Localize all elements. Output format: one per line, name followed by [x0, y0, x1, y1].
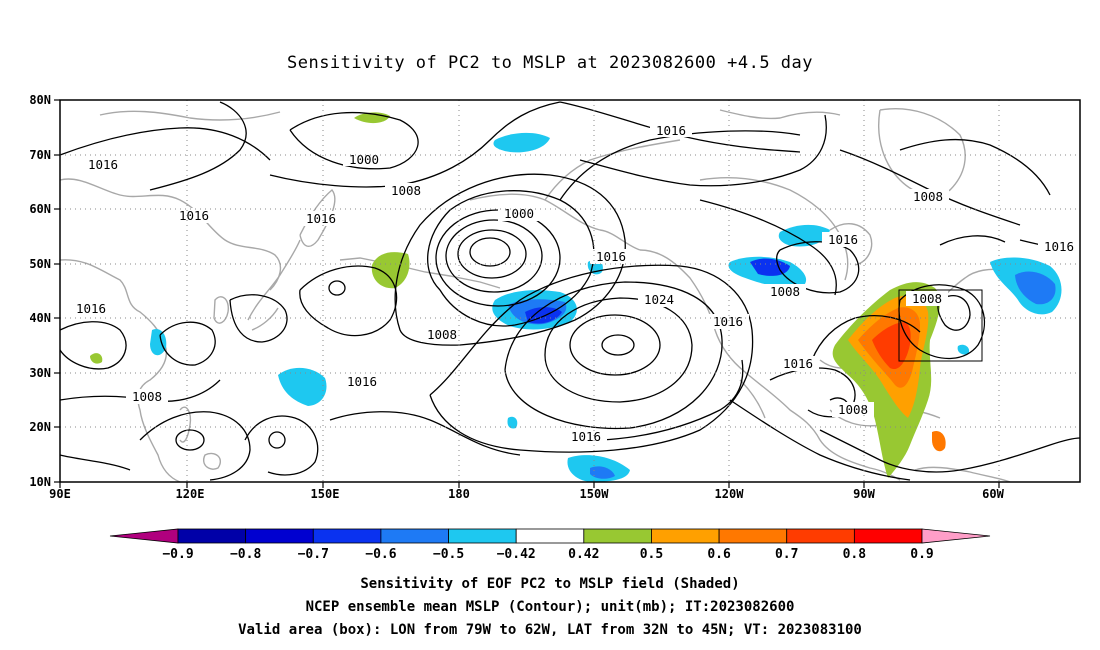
positive-shading-small: [932, 430, 946, 452]
contour-label: 1016: [596, 249, 626, 264]
colorbar-label: 0.9: [910, 547, 933, 562]
contour-label: 1000: [504, 206, 534, 221]
colorbar-segment: [786, 528, 855, 544]
contour-label: 1016: [571, 429, 601, 444]
mslp-contours: [59, 101, 1081, 481]
lat-label: 30N: [29, 366, 51, 380]
colorbar-label: 0.8: [843, 547, 867, 562]
lat-label: 20N: [29, 420, 51, 434]
colorbar-max-arrow: [921, 528, 991, 544]
colorbar-label: −0.42: [497, 547, 536, 562]
contour-label: 1016: [828, 232, 858, 247]
contour-label: 1016: [179, 208, 209, 223]
map-title: Sensitivity of PC2 to MSLP at 2023082600…: [287, 53, 813, 73]
colorbar-label: 0.7: [775, 547, 798, 562]
negative-shading-arctic: [493, 132, 550, 153]
contour-label: 1016: [713, 314, 743, 329]
contour-label: 1016: [88, 157, 118, 172]
lon-label: 120W: [715, 487, 745, 501]
negative-shading-atl-b: [1015, 271, 1056, 305]
colorbar-label: 0.5: [640, 547, 663, 562]
contour-label: 1008: [770, 284, 800, 299]
colorbar-label: 0.42: [568, 547, 599, 562]
colorbar-segment: [380, 528, 449, 544]
contour-label: 1008: [427, 327, 457, 342]
lat-label: 40N: [29, 311, 51, 325]
lat-label: 60N: [29, 202, 51, 216]
positive-shading-red: [872, 322, 911, 370]
colorbar-label: −0.9: [162, 547, 193, 562]
caption-line-3: Valid area (box): LON from 79W to 62W, L…: [238, 622, 862, 638]
contour-label: 1016: [347, 374, 377, 389]
valid-area-box: [898, 289, 983, 362]
map-frame: [59, 99, 1081, 483]
colorbar-label: 0.6: [707, 547, 731, 562]
contour-labels: 1016 1000 1016 1008 1016 1016 1000 1016 …: [70, 122, 1080, 444]
colorbar-label: −0.5: [433, 547, 464, 562]
colorbar-segment: [312, 528, 382, 544]
lat-label: 50N: [29, 257, 51, 271]
colorbar-segment: [583, 528, 652, 544]
negative-shading-small-b: [957, 344, 970, 355]
contour-label: 1008: [912, 291, 942, 306]
lon-label: 60W: [982, 487, 1004, 501]
lat-label: 80N: [29, 93, 51, 107]
axis-ticks: [54, 99, 1000, 488]
negative-shading-wpac: [278, 367, 327, 406]
lon-label: 90E: [49, 487, 71, 501]
lat-label: 70N: [29, 148, 51, 162]
colorbar: −0.9 −0.8 −0.7 −0.6 −0.5 −0.42 0.42 0.5 0.6 0.7 0.…: [109, 528, 991, 562]
colorbar-segment: [718, 528, 788, 544]
caption-line-1: Sensitivity of EOF PC2 to MSLP field (Sh…: [360, 576, 739, 592]
gridlines: [60, 100, 1080, 482]
contour-label: 1016: [76, 301, 106, 316]
lon-label: 90W: [853, 487, 875, 501]
negative-shading-asia-a: [150, 328, 167, 356]
colorbar-label: −0.8: [230, 547, 261, 562]
contour-label: 1016: [306, 211, 336, 226]
positive-shading-npac: [371, 252, 410, 289]
colorbar-segment: [448, 528, 517, 544]
colorbar-label: −0.7: [298, 547, 329, 562]
lon-label: 180: [448, 487, 470, 501]
colorbar-segment: [177, 528, 247, 544]
longitude-labels: 90E 120E 150E 180 150W 120W 90W 60W: [49, 487, 1004, 501]
positive-shading-asia: [90, 353, 103, 364]
lon-label: 120E: [176, 487, 205, 501]
contour-label: 1016: [656, 123, 686, 138]
contour-label: 1016: [1044, 239, 1074, 254]
lon-label: 150W: [580, 487, 610, 501]
colorbar-segment: [853, 528, 923, 544]
colorbar-label: −0.6: [365, 547, 396, 562]
lat-label: 10N: [29, 475, 51, 489]
negative-shading-small-c: [507, 416, 518, 429]
contour-label: 1008: [838, 402, 868, 417]
colorbar-min-arrow: [109, 528, 179, 544]
latitude-labels: 80N 70N 60N 50N 40N 30N 20N 10N: [29, 93, 51, 489]
sensitivity-shading: [90, 112, 1062, 482]
negative-shading-tropic-b: [590, 466, 615, 479]
contour-label: 1008: [132, 389, 162, 404]
colorbar-segment: [651, 528, 720, 544]
contour-label: 1008: [913, 189, 943, 204]
contour-label: 1024: [644, 292, 674, 307]
colorbar-segment: [515, 528, 585, 544]
lon-label: 150E: [311, 487, 340, 501]
caption-line-2: NCEP ensemble mean MSLP (Contour); unit(…: [306, 599, 795, 615]
colorbar-segment: [245, 528, 314, 544]
contour-label: 1008: [391, 183, 421, 198]
contour-label: 1016: [783, 356, 813, 371]
negative-shading-pnw-b: [750, 258, 790, 276]
map-panel: 1016 1000 1016 1008 1016 1016 1000 1016 …: [29, 93, 1081, 501]
contour-label: 1000: [349, 152, 379, 167]
